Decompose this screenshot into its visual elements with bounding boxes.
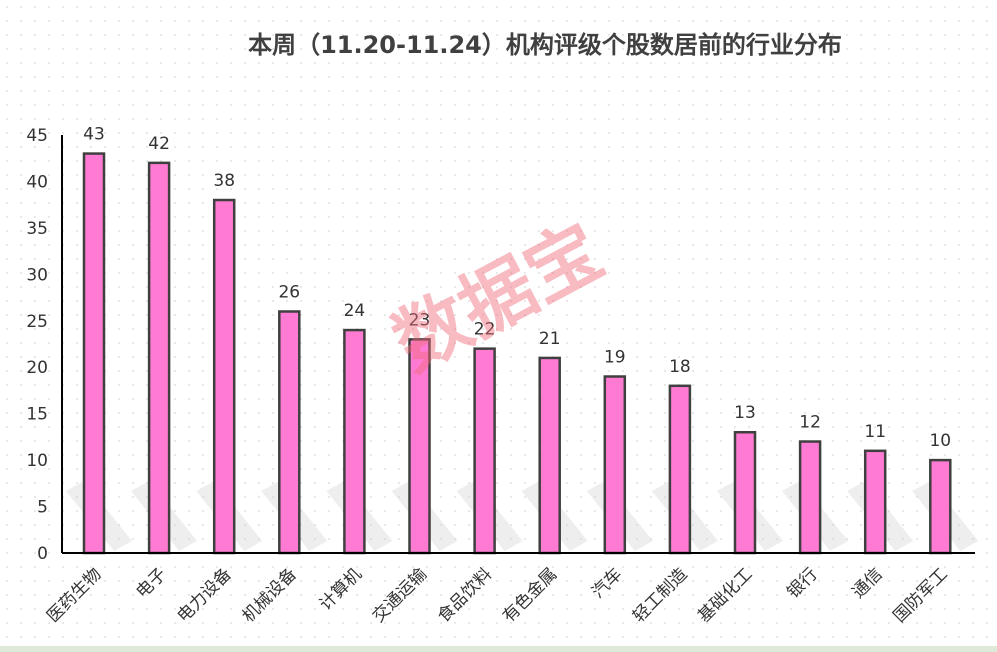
y-tick-label: 5 — [37, 498, 48, 518]
data-label: 11 — [864, 422, 886, 442]
data-label: 12 — [799, 413, 821, 433]
bar — [278, 310, 301, 555]
data-label: 10 — [929, 431, 951, 451]
category-labels: 医药生物 电子 电力设备 机械设备 计算机 交通运输 食品饮料 有色金属 汽车 轻工制造 基础化工银… — [43, 564, 952, 626]
bar — [798, 440, 822, 555]
category-label: 汽车 — [588, 564, 626, 602]
y-tick-label: 45 — [26, 126, 48, 146]
category-label: 交通运输 — [369, 564, 431, 626]
category-label: 有色金属 — [499, 564, 561, 626]
y-tick-label: 25 — [26, 312, 48, 332]
category-label: 食品饮料 — [434, 564, 496, 626]
bar — [733, 430, 757, 555]
bar — [147, 161, 171, 555]
bar — [212, 198, 236, 555]
category-label: 银行 — [783, 564, 821, 602]
category-label: 机械设备 — [239, 564, 301, 626]
data-label: 23 — [409, 310, 431, 330]
chart-title: 本周（11.20-11.24）机构评级个股数居前的行业分布 — [248, 31, 842, 59]
data-label: 13 — [734, 403, 756, 423]
data-label: 19 — [604, 348, 626, 368]
y-axis-ticks: 0 5 10 15 20 25 30 35 40 45 — [26, 126, 48, 564]
data-labels: 43 42 38 26 24 23 22 21 19 18 13 12 11 10 — [83, 125, 951, 452]
data-label: 43 — [83, 125, 105, 145]
category-label: 电力设备 — [174, 564, 236, 626]
category-label: 通信 — [849, 564, 887, 602]
bars — [82, 152, 952, 555]
bar — [82, 152, 106, 555]
data-label: 42 — [148, 134, 170, 154]
bar — [863, 449, 887, 555]
bar — [668, 384, 692, 555]
data-label: 18 — [669, 357, 691, 377]
y-tick-label: 15 — [26, 405, 48, 425]
bar — [603, 375, 627, 555]
category-label: 轻工制造 — [629, 564, 691, 626]
y-tick-label: 10 — [26, 451, 48, 471]
data-label: 22 — [474, 320, 496, 340]
bar — [538, 356, 561, 555]
category-label: 医药生物 — [43, 564, 105, 626]
bar — [343, 328, 366, 555]
data-label: 21 — [539, 329, 561, 349]
category-label: 电子 — [132, 564, 170, 602]
y-tick-label: 35 — [26, 219, 48, 239]
y-tick-label: 30 — [26, 265, 48, 285]
decorative-shadow — [66, 481, 979, 551]
y-tick-label: 20 — [26, 358, 48, 378]
axes — [61, 135, 975, 554]
category-label: 基础化工 — [694, 564, 756, 626]
data-label: 26 — [278, 282, 300, 302]
bar — [473, 347, 496, 555]
category-label: 国防军工 — [890, 564, 952, 626]
footer-strip — [0, 646, 997, 652]
data-label: 24 — [344, 301, 366, 321]
data-label: 38 — [213, 171, 235, 191]
category-label: 计算机 — [316, 564, 366, 614]
bar — [929, 458, 952, 555]
y-tick-label: 40 — [26, 172, 48, 192]
watermark-text: 数据宝 — [380, 208, 616, 388]
y-tick-label: 0 — [37, 544, 48, 564]
